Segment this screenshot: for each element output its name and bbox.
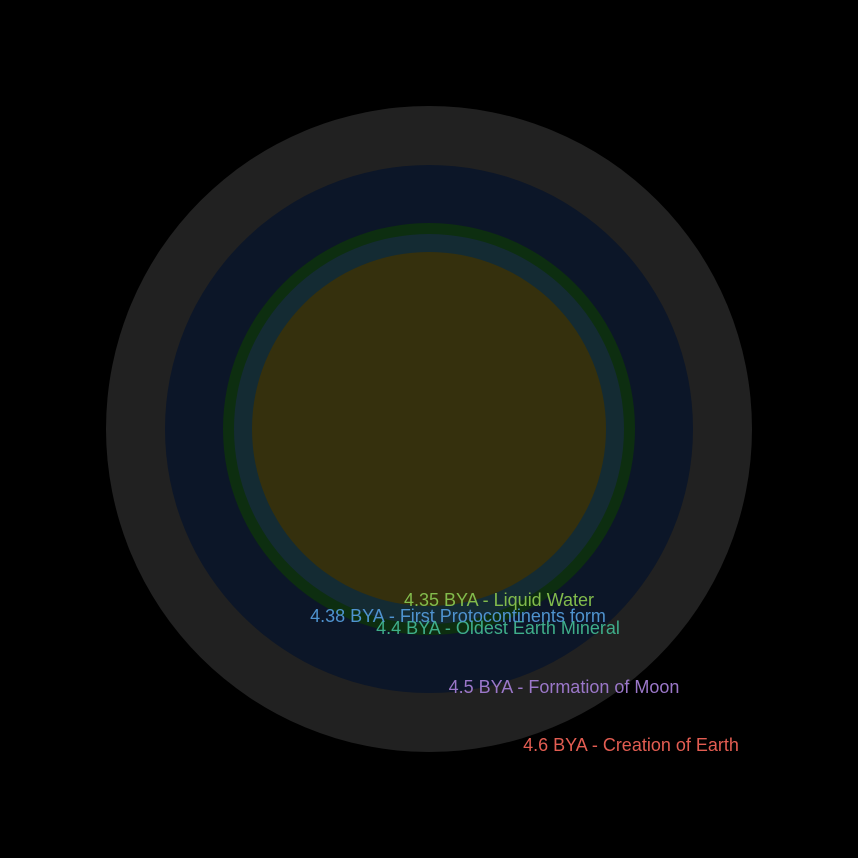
- label-first-protocontinents: 4.38 BYA - First Protocontinents form: [310, 606, 606, 626]
- label-liquid-water: 4.35 BYA - Liquid Water: [404, 590, 594, 610]
- ring-liquid-water: [252, 252, 606, 606]
- label-formation-of-moon: 4.5 BYA - Formation of Moon: [449, 677, 680, 697]
- label-oldest-earth-mineral: 4.4 BYA - Oldest Earth Mineral: [376, 618, 620, 638]
- label-creation-of-earth: 4.6 BYA - Creation of Earth: [523, 735, 739, 755]
